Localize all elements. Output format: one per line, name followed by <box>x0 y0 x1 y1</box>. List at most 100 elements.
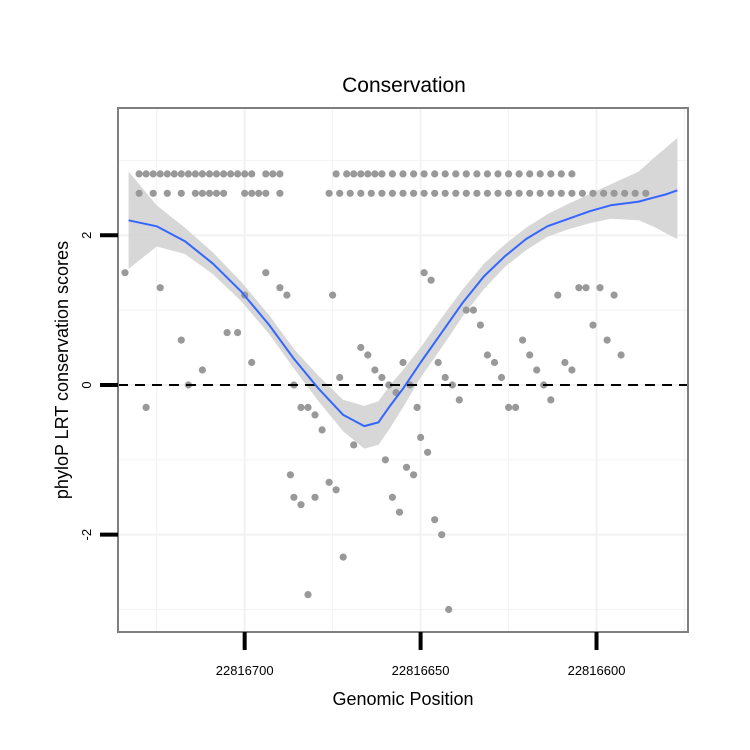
data-point-164 <box>603 336 611 344</box>
data-point-112 <box>364 351 372 359</box>
data-point-141 <box>424 448 432 456</box>
x-tick-label-2: 22816600 <box>568 663 626 678</box>
data-point-7 <box>184 170 192 178</box>
data-point-74 <box>483 189 491 197</box>
data-point-50 <box>483 170 491 178</box>
data-point-10 <box>205 170 214 178</box>
data-point-166 <box>617 351 625 359</box>
x-tick-label-1: 22816650 <box>392 663 450 678</box>
data-point-123 <box>441 373 449 382</box>
data-point-55 <box>536 170 544 178</box>
data-point-132 <box>325 478 333 486</box>
data-point-18 <box>269 170 277 178</box>
data-point-0 <box>135 170 143 178</box>
data-point-13 <box>227 170 235 178</box>
data-point-82 <box>568 189 576 197</box>
data-point-41 <box>388 170 396 178</box>
data-point-87 <box>621 189 629 197</box>
data-point-145 <box>469 306 477 314</box>
x-axis: 22816700 22816650 22816600 <box>216 632 626 678</box>
data-point-108 <box>329 291 337 299</box>
data-point-21 <box>149 189 157 197</box>
data-point-62 <box>357 189 365 197</box>
data-point-59 <box>325 189 333 197</box>
data-point-63 <box>367 189 375 197</box>
data-point-49 <box>473 170 481 178</box>
data-point-56 <box>547 170 555 178</box>
data-point-92 <box>177 336 185 344</box>
data-point-149 <box>497 373 506 382</box>
data-point-137 <box>395 508 404 516</box>
data-point-9 <box>198 170 206 178</box>
data-point-76 <box>505 189 513 197</box>
data-point-119 <box>413 403 421 411</box>
data-point-99 <box>248 358 256 367</box>
data-point-107 <box>318 426 326 434</box>
data-point-95 <box>121 269 129 277</box>
data-point-32 <box>262 189 270 197</box>
data-point-81 <box>557 189 565 197</box>
data-point-35 <box>343 170 351 178</box>
data-point-110 <box>350 441 358 449</box>
data-point-24 <box>191 189 199 197</box>
data-point-94 <box>142 403 150 411</box>
data-point-135 <box>381 456 389 464</box>
data-point-8 <box>191 170 199 178</box>
data-point-66 <box>399 189 407 197</box>
data-point-138 <box>402 463 411 471</box>
data-point-147 <box>483 351 491 359</box>
data-point-11 <box>212 170 221 178</box>
data-point-163 <box>596 284 604 292</box>
data-point-48 <box>462 170 470 178</box>
data-point-33 <box>276 189 284 197</box>
data-point-17 <box>262 170 270 178</box>
data-point-68 <box>420 189 428 197</box>
data-point-29 <box>241 189 249 197</box>
data-point-159 <box>568 366 576 374</box>
data-point-101 <box>276 284 284 292</box>
data-point-133 <box>332 486 340 494</box>
data-point-16 <box>248 170 256 178</box>
data-point-96 <box>223 329 231 337</box>
data-point-162 <box>589 321 597 329</box>
data-point-39 <box>371 170 379 178</box>
data-point-126 <box>462 306 470 314</box>
data-point-42 <box>399 170 407 178</box>
y-tick-label-2: 2 <box>79 232 94 239</box>
data-point-64 <box>378 189 386 197</box>
data-point-88 <box>631 189 639 197</box>
data-point-109 <box>336 373 344 382</box>
data-point-36 <box>350 170 358 178</box>
data-point-144 <box>445 605 453 614</box>
data-point-117 <box>399 358 407 367</box>
y-axis: -2 0 2 <box>79 232 118 540</box>
x-axis-label: Genomic Position <box>332 689 473 709</box>
data-point-146 <box>476 321 484 329</box>
data-point-140 <box>417 433 425 441</box>
data-point-25 <box>198 189 206 197</box>
data-point-151 <box>511 403 520 411</box>
chart-title: Conservation <box>342 74 466 97</box>
smooth-fit-line <box>128 189 678 428</box>
data-point-125 <box>455 396 463 404</box>
data-point-12 <box>220 170 228 178</box>
data-point-100 <box>262 269 270 277</box>
data-point-57 <box>557 170 565 178</box>
data-point-85 <box>600 189 608 197</box>
data-point-86 <box>610 189 618 197</box>
data-point-129 <box>297 501 305 509</box>
data-point-90 <box>156 284 164 292</box>
data-point-114 <box>378 373 386 382</box>
data-point-30 <box>248 189 256 197</box>
data-point-111 <box>357 343 365 352</box>
data-point-131 <box>311 493 319 501</box>
data-point-44 <box>420 170 428 178</box>
data-point-15 <box>241 170 249 178</box>
data-point-78 <box>526 189 534 197</box>
data-point-143 <box>438 531 446 539</box>
data-point-136 <box>388 493 396 501</box>
data-point-51 <box>494 170 502 178</box>
data-point-83 <box>578 189 587 197</box>
data-point-72 <box>462 189 470 197</box>
